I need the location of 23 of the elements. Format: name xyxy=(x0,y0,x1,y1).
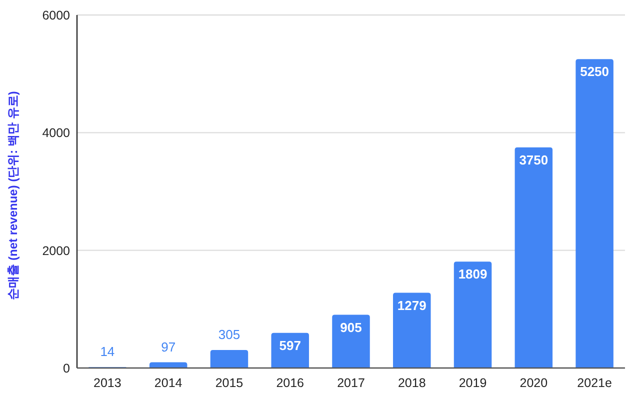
data-label: 97 xyxy=(161,339,176,354)
x-tick-label: 2015 xyxy=(215,376,244,390)
y-tick-label: 6000 xyxy=(42,8,70,22)
data-label: 1279 xyxy=(397,298,426,313)
x-tick-label: 2013 xyxy=(94,376,122,390)
data-label: 3750 xyxy=(519,152,548,168)
data-label: 905 xyxy=(340,320,362,335)
data-label: 5250 xyxy=(580,64,610,80)
x-tick-label: 2017 xyxy=(337,376,365,390)
x-tick-label: 2020 xyxy=(520,376,548,390)
data-label: 14 xyxy=(100,344,115,360)
y-tick-label: 2000 xyxy=(42,244,70,258)
data-label: 305 xyxy=(218,327,240,342)
y-tick-label: 4000 xyxy=(42,126,70,140)
y-axis-title: 순매출 (net revenue) (단위: 백만 유로) xyxy=(6,91,20,300)
y-tick-label: 0 xyxy=(63,362,70,376)
data-label: 597 xyxy=(279,338,301,353)
x-tick-label: 2016 xyxy=(276,376,304,390)
x-tick-label: 2018 xyxy=(398,376,426,390)
x-tick-label: 2021e xyxy=(577,376,612,390)
x-tick-label: 2019 xyxy=(458,376,487,390)
data-label: 1809 xyxy=(458,266,488,282)
x-tick-label: 2014 xyxy=(154,376,182,390)
